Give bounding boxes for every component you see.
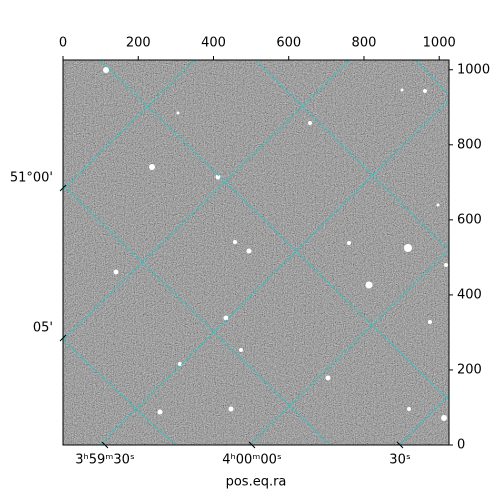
world-y-label: 05' — [33, 321, 53, 336]
world-y-tick — [59, 184, 67, 192]
y-tick-label: 1000 — [457, 62, 490, 77]
y-tick-label: 0 — [457, 438, 465, 453]
plot-frame — [62, 59, 450, 446]
x-tick-label: 800 — [352, 36, 377, 51]
world-x-tick — [248, 441, 256, 449]
y-tick-label: 400 — [457, 287, 482, 302]
world-y-label: 51°00' — [10, 171, 53, 186]
y-tick-label: 200 — [457, 362, 482, 377]
world-x-tick — [396, 441, 404, 449]
x-tick-label: 400 — [201, 36, 226, 51]
world-x-label: 30ˢ — [389, 453, 411, 468]
stars — [103, 67, 448, 421]
x-tick-label: 600 — [276, 36, 301, 51]
world-x-label: 4ʰ00ᵐ00ˢ — [222, 453, 282, 468]
world-x-tick — [101, 441, 109, 449]
world-y-tick — [59, 334, 67, 342]
x-tick-label: 1000 — [423, 36, 456, 51]
image-noise — [63, 60, 449, 445]
coordinate-grid — [63, 60, 449, 445]
x-tick-label: 200 — [126, 36, 151, 51]
world-x-label: 3ʰ59ᵐ30ˢ — [75, 453, 135, 468]
y-tick-label: 800 — [457, 137, 482, 152]
y-tick-label: 600 — [457, 212, 482, 227]
x-tick-label: 0 — [59, 36, 67, 51]
x-axis-label: pos.eq.ra — [226, 475, 287, 490]
